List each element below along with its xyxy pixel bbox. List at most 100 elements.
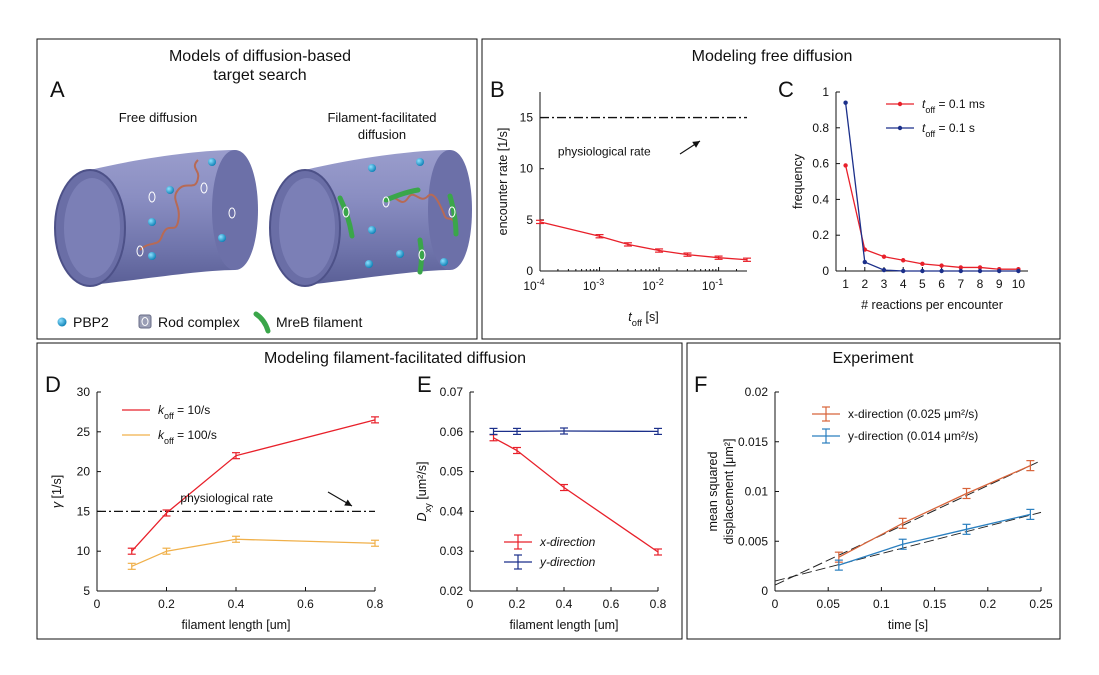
x-axis-label: filament length [um] — [509, 618, 618, 632]
panel-d-letter: D — [45, 372, 61, 397]
legend-entry-koff-100-label-sub: off — [164, 436, 174, 446]
x-tick-base: 10 — [583, 279, 597, 293]
legend-entry-fast-label-rest: = 0.1 ms — [935, 97, 985, 111]
x-tick-label: 0.6 — [603, 597, 620, 611]
legend-entry-koff-10-label-sub: off — [164, 411, 174, 421]
legend-entry-koff-10-label-main: k — [158, 403, 165, 417]
x-tick-label: 3 — [881, 277, 888, 291]
rod-complex — [418, 249, 426, 261]
y-tick-label: 0.01 — [745, 485, 769, 499]
pbp2-dot — [368, 226, 376, 234]
data-point — [939, 268, 944, 274]
data-point — [881, 267, 887, 273]
y-tick-label: 20 — [77, 465, 91, 479]
legend-entry-koff-100-label-main: k — [158, 428, 165, 442]
y-tick-label: 0.02 — [745, 385, 769, 399]
y-tick-label: 0.2 — [812, 228, 829, 242]
mreb-filament — [417, 237, 424, 275]
x-tick-label: 10-4 — [523, 277, 544, 293]
legend-entry-koff-100-label-rest: = 100/s — [174, 428, 217, 442]
y-tick-label: 0.015 — [738, 435, 768, 449]
panel-b-letter: B — [490, 77, 505, 102]
y-tick-label: 10 — [520, 162, 534, 176]
panel-f-title: Experiment — [833, 350, 914, 367]
x-tick-label: 7 — [957, 277, 964, 291]
mreb-filament-legend-label: MreB filament — [276, 314, 362, 330]
schematic-legend: PBP2 Rod complex MreB filament — [57, 311, 362, 334]
legend-entry-slow-label-main: t — [922, 121, 926, 135]
x-tick-label: 0 — [772, 597, 779, 611]
y-axis-label-line-2: displacement [μm²] — [722, 439, 736, 545]
pbp2-dot — [440, 258, 448, 266]
rod-complex — [228, 207, 236, 219]
legend-entry-slow-label: toff = 0.1 s — [922, 121, 975, 139]
y-axis-label-main: D — [415, 513, 429, 522]
legend-entry-koff-100-label: koff = 100/s — [158, 428, 217, 446]
filament-diffusion-schematic: Filament-facilitated diffusion — [269, 110, 472, 287]
data-point — [843, 100, 848, 105]
y-axis-label: γ [1/s] — [50, 475, 64, 508]
pbp2-dot — [365, 260, 373, 268]
y-tick-label: 0 — [761, 584, 768, 598]
x-tick-base: 10 — [642, 279, 656, 293]
x-tick-label: 0.4 — [228, 597, 245, 611]
x-tick-exp: -2 — [656, 277, 664, 287]
y-axis-label: frequency — [791, 153, 805, 209]
y-axis-label-sub: xy — [423, 503, 433, 513]
x-tick-label: 10-2 — [642, 277, 663, 293]
x-axis-label: filament length [um] — [181, 618, 290, 632]
pbp2-legend-icon — [57, 317, 67, 327]
x-tick-label: 0.15 — [923, 597, 947, 611]
series-line — [838, 465, 1031, 558]
x-axis-label-rest: [s] — [642, 310, 659, 324]
y-axis-label: encounter rate [1/s] — [496, 128, 510, 236]
y-tick-label: 1 — [822, 85, 829, 99]
pbp2-dot — [148, 218, 156, 226]
x-tick-label: 0.1 — [873, 597, 890, 611]
chart-d: 5 10 15 20 25 30 0 0.2 0.4 0.6 0.8 physiological ra… — [50, 385, 384, 632]
data-point — [862, 259, 867, 265]
y-axis-label-line-1: mean squared — [706, 451, 720, 531]
data-point — [958, 265, 963, 270]
x-axis-label: time [s] — [888, 618, 928, 632]
pbp2-dot — [148, 252, 156, 260]
pbp2-dot — [416, 158, 424, 166]
filament-diffusion-label-2: diffusion — [358, 127, 406, 142]
series-line — [838, 513, 1031, 566]
legend-entry-koff-10-label: koff = 10/s — [158, 403, 210, 421]
panel-f-frame — [686, 342, 1061, 640]
x-tick-label: 1 — [842, 277, 849, 291]
x-tick-exp: -4 — [537, 277, 545, 287]
legend-entry-slow-label-rest: = 0.1 s — [935, 121, 975, 135]
rod-complex — [382, 196, 390, 208]
free-diffusion-schematic: Free diffusion — [54, 110, 258, 287]
pbp2-dot — [166, 186, 174, 194]
rod-complex — [148, 191, 156, 203]
diffusion-path — [139, 159, 200, 251]
x-tick-exp: -3 — [596, 277, 604, 287]
data-point — [977, 268, 983, 274]
y-tick-label: 0.4 — [812, 192, 829, 206]
annotation-label: physiological rate — [558, 144, 651, 158]
y-tick-label: 15 — [520, 111, 534, 125]
rod-complex — [342, 206, 350, 218]
legend-entry-slow-marker — [897, 125, 903, 131]
y-axis-label: Dxy [um²/s] — [415, 461, 433, 521]
rod-complex-legend-icon — [138, 314, 152, 329]
x-tick-base: 10 — [523, 279, 537, 293]
panel-c-letter: C — [778, 77, 794, 102]
x-tick-label: 0.25 — [1029, 597, 1053, 611]
data-point — [920, 268, 925, 274]
fit-line — [774, 460, 1042, 586]
x-tick-label: 0.6 — [297, 597, 314, 611]
chart-e: 0.02 0.03 0.04 0.05 0.06 0.07 0 0.2 0.4 0.6 0.8 Dxy… — [415, 385, 667, 632]
data-point — [1016, 268, 1021, 274]
x-tick-label: 9 — [996, 277, 1003, 291]
legend-entry-fast-marker — [897, 101, 903, 107]
x-tick-label: 10 — [1012, 277, 1026, 291]
y-tick-label: 5 — [526, 213, 533, 227]
pbp2-dot — [218, 234, 226, 242]
y-tick-label: 25 — [77, 425, 91, 439]
